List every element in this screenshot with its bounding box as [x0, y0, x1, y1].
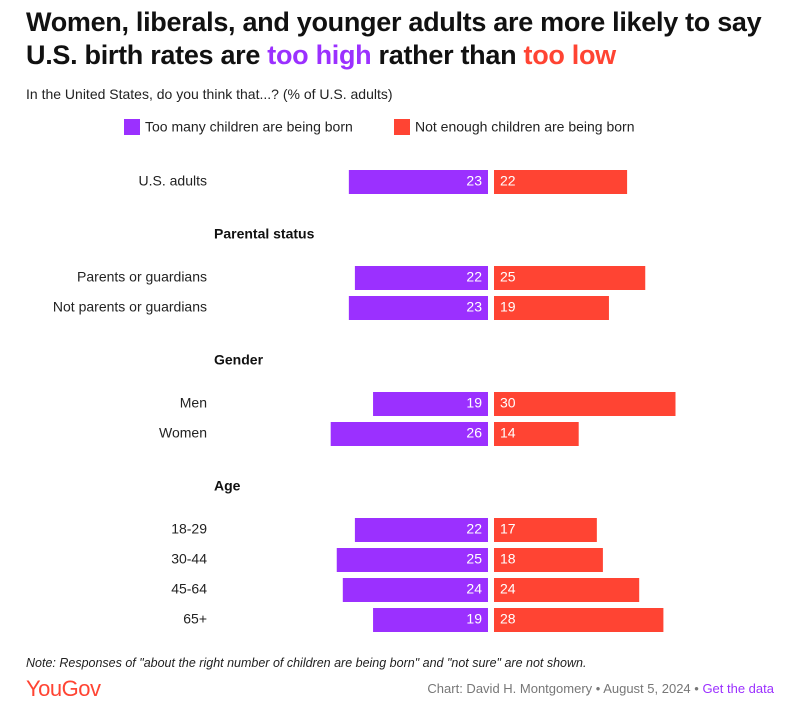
category-label: 30-44	[171, 551, 207, 567]
note: Note: Responses of "about the right numb…	[26, 656, 587, 670]
subtitle: In the United States, do you think that.…	[26, 86, 393, 102]
value-label: 23	[466, 299, 482, 315]
category-label: Women	[159, 425, 207, 441]
value-label: 30	[500, 395, 516, 411]
value-label: 18	[500, 551, 516, 567]
value-label: 25	[466, 551, 482, 567]
value-label: 22	[466, 269, 482, 285]
logo: YouGov	[26, 676, 101, 701]
category-label: U.S. adults	[139, 173, 207, 189]
bar	[494, 392, 676, 416]
bar	[330, 422, 488, 446]
category-label: Parents or guardians	[77, 269, 207, 285]
group-header: Parental status	[214, 226, 315, 242]
value-label: 25	[500, 269, 516, 285]
category-label: 18-29	[171, 521, 207, 537]
title-highlight: too low	[523, 40, 617, 70]
value-label: 14	[500, 425, 516, 441]
bar	[494, 518, 597, 542]
title-highlight: too high	[267, 40, 372, 70]
data-link[interactable]: Get the data	[702, 681, 774, 696]
legend-label: Not enough children are being born	[415, 119, 635, 135]
category-label: Not parents or guardians	[53, 299, 207, 315]
bar	[336, 548, 488, 572]
title-part: Women, liberals, and younger adults are …	[26, 7, 762, 70]
bar	[373, 392, 488, 416]
value-label: 28	[500, 611, 516, 627]
value-label: 23	[466, 173, 482, 189]
credit: Chart: David H. Montgomery • August 5, 2…	[427, 681, 703, 696]
bar	[373, 608, 488, 632]
value-label: 19	[466, 395, 482, 411]
bar	[494, 608, 664, 632]
footer: Chart: David H. Montgomery • August 5, 2…	[427, 681, 774, 696]
legend-swatch	[394, 119, 410, 135]
bar	[494, 578, 640, 602]
title-part: rather than	[371, 40, 524, 70]
bar	[494, 548, 603, 572]
category-label: 65+	[183, 611, 207, 627]
value-label: 19	[466, 611, 482, 627]
group-header: Age	[214, 478, 241, 494]
bar	[348, 296, 488, 320]
value-label: 19	[500, 299, 516, 315]
bar	[348, 170, 488, 194]
bar	[354, 266, 488, 290]
value-label: 24	[466, 581, 482, 597]
bar	[494, 296, 609, 320]
legend-swatch	[124, 119, 140, 135]
bar	[354, 518, 488, 542]
chart: Too many children are being born Not enou…	[53, 119, 676, 632]
category-label: Men	[180, 395, 207, 411]
bar	[494, 170, 628, 194]
value-label: 24	[500, 581, 516, 597]
value-label: 22	[500, 173, 516, 189]
value-label: 26	[466, 425, 482, 441]
chart-title: Women, liberals, and younger adults are …	[26, 6, 776, 72]
value-label: 17	[500, 521, 516, 537]
bar	[494, 266, 646, 290]
legend-label: Too many children are being born	[145, 119, 353, 135]
value-label: 22	[466, 521, 482, 537]
category-label: 45-64	[171, 581, 207, 597]
group-header: Gender	[214, 352, 264, 368]
bar	[342, 578, 488, 602]
bar	[494, 422, 579, 446]
